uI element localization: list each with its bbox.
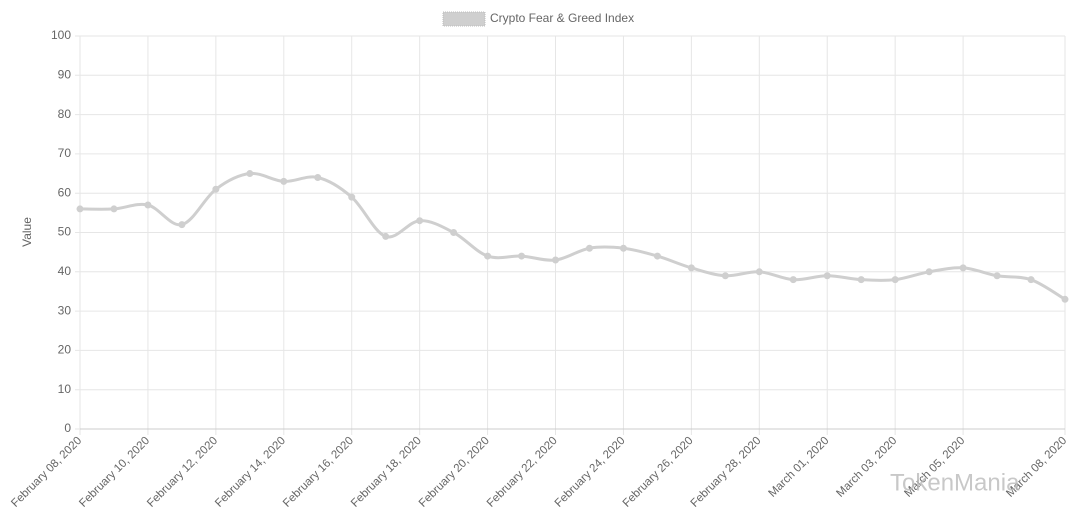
data-point	[755, 268, 763, 276]
data-point	[76, 205, 84, 213]
data-point	[789, 276, 797, 284]
x-tick-label: February 12, 2020	[145, 435, 220, 510]
x-tick-label: February 20, 2020	[417, 435, 492, 510]
data-point	[687, 264, 695, 272]
x-tick-label: February 08, 2020	[9, 435, 84, 510]
x-tick-label: February 28, 2020	[689, 435, 764, 510]
data-point	[1061, 295, 1069, 303]
data-point	[450, 229, 458, 236]
y-tick-label: 100	[51, 28, 71, 42]
y-tick-label: 20	[58, 343, 72, 357]
y-tick-label: 30	[58, 303, 72, 317]
data-point	[314, 173, 322, 181]
data-point	[823, 272, 831, 280]
data-point	[619, 244, 627, 252]
watermark: TokenMania	[890, 469, 1020, 496]
data-point	[348, 193, 356, 201]
data-point	[585, 244, 593, 252]
y-axis-label: Value	[20, 217, 34, 247]
y-tick-label: 60	[58, 185, 72, 199]
data-point	[246, 170, 254, 178]
data-point	[416, 217, 424, 225]
data-point	[1027, 276, 1035, 284]
y-tick-label: 10	[58, 382, 72, 396]
y-tick-label: 70	[58, 146, 72, 160]
data-point	[212, 185, 220, 193]
data-point	[144, 201, 152, 209]
x-tick-label: February 18, 2020	[349, 435, 424, 510]
x-tick-label: February 10, 2020	[77, 435, 152, 510]
data-point	[518, 252, 526, 260]
data-point	[382, 232, 390, 240]
legend-item: Crypto Fear & Greed Index	[442, 11, 634, 27]
y-tick-label: 80	[58, 107, 72, 121]
data-point	[178, 221, 186, 229]
data-point	[891, 276, 899, 284]
data-point	[959, 264, 967, 272]
data-point	[280, 177, 288, 185]
data-point	[721, 272, 729, 280]
y-tick-label: 0	[64, 421, 71, 435]
data-point	[484, 252, 492, 260]
data-point	[925, 268, 933, 276]
series-line	[79, 171, 1066, 301]
data-point	[653, 252, 661, 260]
y-tick-label: 50	[58, 225, 72, 239]
x-tick-label: March 01, 2020	[767, 435, 832, 500]
y-tick-label: 90	[58, 67, 72, 81]
x-tick-label: February 14, 2020	[213, 435, 288, 510]
data-point	[552, 256, 560, 264]
legend-swatch	[442, 11, 486, 27]
data-point	[110, 205, 118, 213]
x-tick-label: February 24, 2020	[553, 435, 628, 510]
x-tick-label: February 16, 2020	[281, 435, 356, 510]
x-tick-label: February 26, 2020	[621, 435, 696, 510]
y-tick-label: 40	[58, 264, 72, 278]
x-tick-label: February 22, 2020	[485, 435, 560, 510]
legend-label: Crypto Fear & Greed Index	[490, 11, 634, 25]
data-point	[857, 276, 865, 284]
data-point	[993, 272, 1001, 280]
